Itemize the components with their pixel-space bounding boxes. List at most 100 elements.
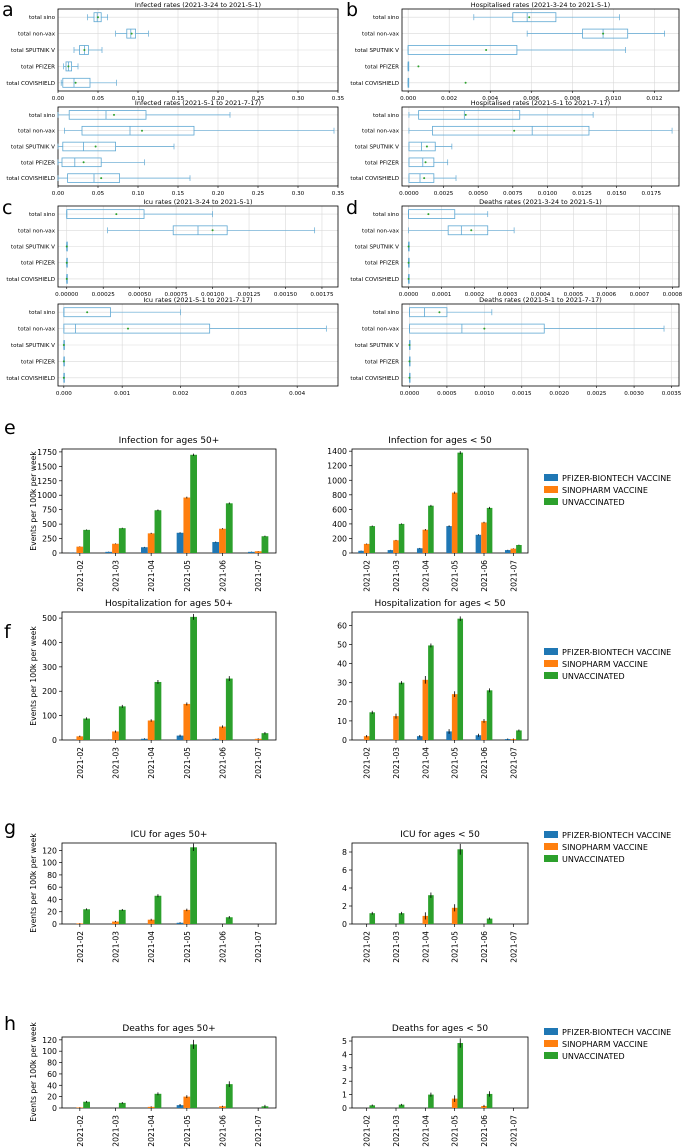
x-tick-label: 2021-02 [363,1115,372,1147]
category-label: total PFIZER [365,160,399,166]
box-total-sino [66,209,213,219]
mean-marker [62,344,65,346]
legend [544,831,558,862]
bar-unvaccinated [225,917,233,924]
bar-sinopharm [254,551,262,553]
y-tick-label: 1000 [327,476,347,485]
bar-unvaccinated [83,909,90,924]
bar-pfizer [504,550,511,553]
legend-label: PFIZER-BIONTECH VACCINE [562,1028,671,1037]
x-tick-label: 2021-04 [147,1115,156,1147]
bar-unvaccinated [428,505,434,553]
y-tick-label: 0 [342,1104,347,1113]
box-total-non-vax [64,125,335,136]
y-tick-label: 60 [47,1070,57,1079]
chart-title: Deaths for ages < 50 [392,1024,488,1034]
plot-frame [61,611,277,741]
x-tick-label: 0.0005 [437,391,457,397]
x-tick-label: 0.00175 [310,292,334,298]
category-label: total SPUTNIK V [11,145,55,151]
box-total-pfizer [407,257,410,268]
x-tick-label: 2021-07 [509,931,518,963]
category-label: total PFIZER [365,64,399,70]
category-label: total sino [373,15,400,21]
y-tick-label: 100 [42,712,57,721]
bar-unvaccinated [457,1043,464,1108]
x-tick-label: 0.0025 [587,391,607,397]
bar-pfizer [176,922,184,924]
mean-marker [97,16,99,19]
category-label: total sino [373,113,400,119]
mean-marker [65,277,68,280]
box-total-sputnik-v [407,241,410,252]
x-tick-label: 2021-05 [451,931,460,963]
x-tick-label: 2021-07 [254,931,263,963]
iqr-box [408,141,436,152]
bar-pfizer [176,1105,184,1108]
x-tick-label: 0.25 [252,96,265,102]
bar-sinopharm [76,1107,84,1108]
x-tick-label: 0.00 [52,191,65,197]
x-tick-label: 0.006 [523,96,539,102]
boxplot-c1 [57,205,339,289]
x-tick-label: 2021-03 [392,931,401,963]
category-label: total SPUTNIK V [11,245,55,251]
category-label: total SPUTNIK V [11,343,55,349]
bar-pfizer [416,548,423,553]
legend-label: UNVACCINATED [562,1052,625,1061]
bar-pfizer [446,731,452,740]
x-tick-label: 0.000 [56,391,72,397]
category-label: total COVISHIELD [6,81,55,87]
box-total-sino [473,12,620,23]
x-tick-label: 2021-04 [147,931,156,963]
y-tick-label: 60 [337,621,347,630]
box-total-pfizer [62,356,65,367]
x-tick-label: 0.35 [332,191,345,197]
category-label: total sino [373,212,400,218]
y-tick-label: 0 [342,920,347,929]
x-tick-label: 2021-02 [76,747,85,779]
y-tick-label: 30 [337,679,347,688]
mean-marker [100,177,103,180]
x-tick-label: 2021-03 [112,560,121,592]
x-tick-label: 0.10 [132,191,145,197]
plot-frame [351,1036,529,1109]
bar-unvaccinated [486,1093,493,1108]
x-tick-label: 0.0005 [564,292,584,298]
plot-frame [401,106,680,187]
bar-unvaccinated [486,918,493,924]
bar-unvaccinated [154,1093,162,1108]
bar-sinopharm [76,546,84,553]
iqr-box [172,225,228,236]
bar-pfizer [141,738,148,740]
category-label: total sino [29,212,56,218]
box-total-covishield [408,372,411,383]
y-tick-label: 400 [332,520,347,529]
y-tick-label: 100 [42,859,57,868]
bar-sinopharm [147,720,155,740]
y-tick-label: 8 [342,848,347,857]
bar-sinopharm [254,738,262,740]
category-label: total sino [29,113,56,119]
barchart-f2 [349,611,529,743]
plot-frame [401,8,680,92]
bar-unvaccinated [190,1044,197,1108]
category-label: total sino [373,310,400,316]
bar-pfizer [248,551,255,553]
bar-unvaccinated [190,616,197,740]
mean-marker [62,376,65,379]
mean-marker [407,277,410,280]
bar-unvaccinated [398,682,405,740]
y-tick-label: 600 [332,505,347,514]
y-tick-label: 3 [342,1064,347,1073]
category-label: total COVISHIELD [350,277,399,283]
x-tick-label: 2021-04 [147,747,156,779]
bar-unvaccinated [486,507,493,553]
bar-sinopharm [422,915,429,924]
box-total-covishield [60,77,117,88]
iqr-box [409,307,448,318]
x-tick-label: 2021-06 [219,560,228,592]
y-axis-label: Events per 100k per week [29,1022,38,1122]
y-tick-label: 500 [42,520,57,529]
